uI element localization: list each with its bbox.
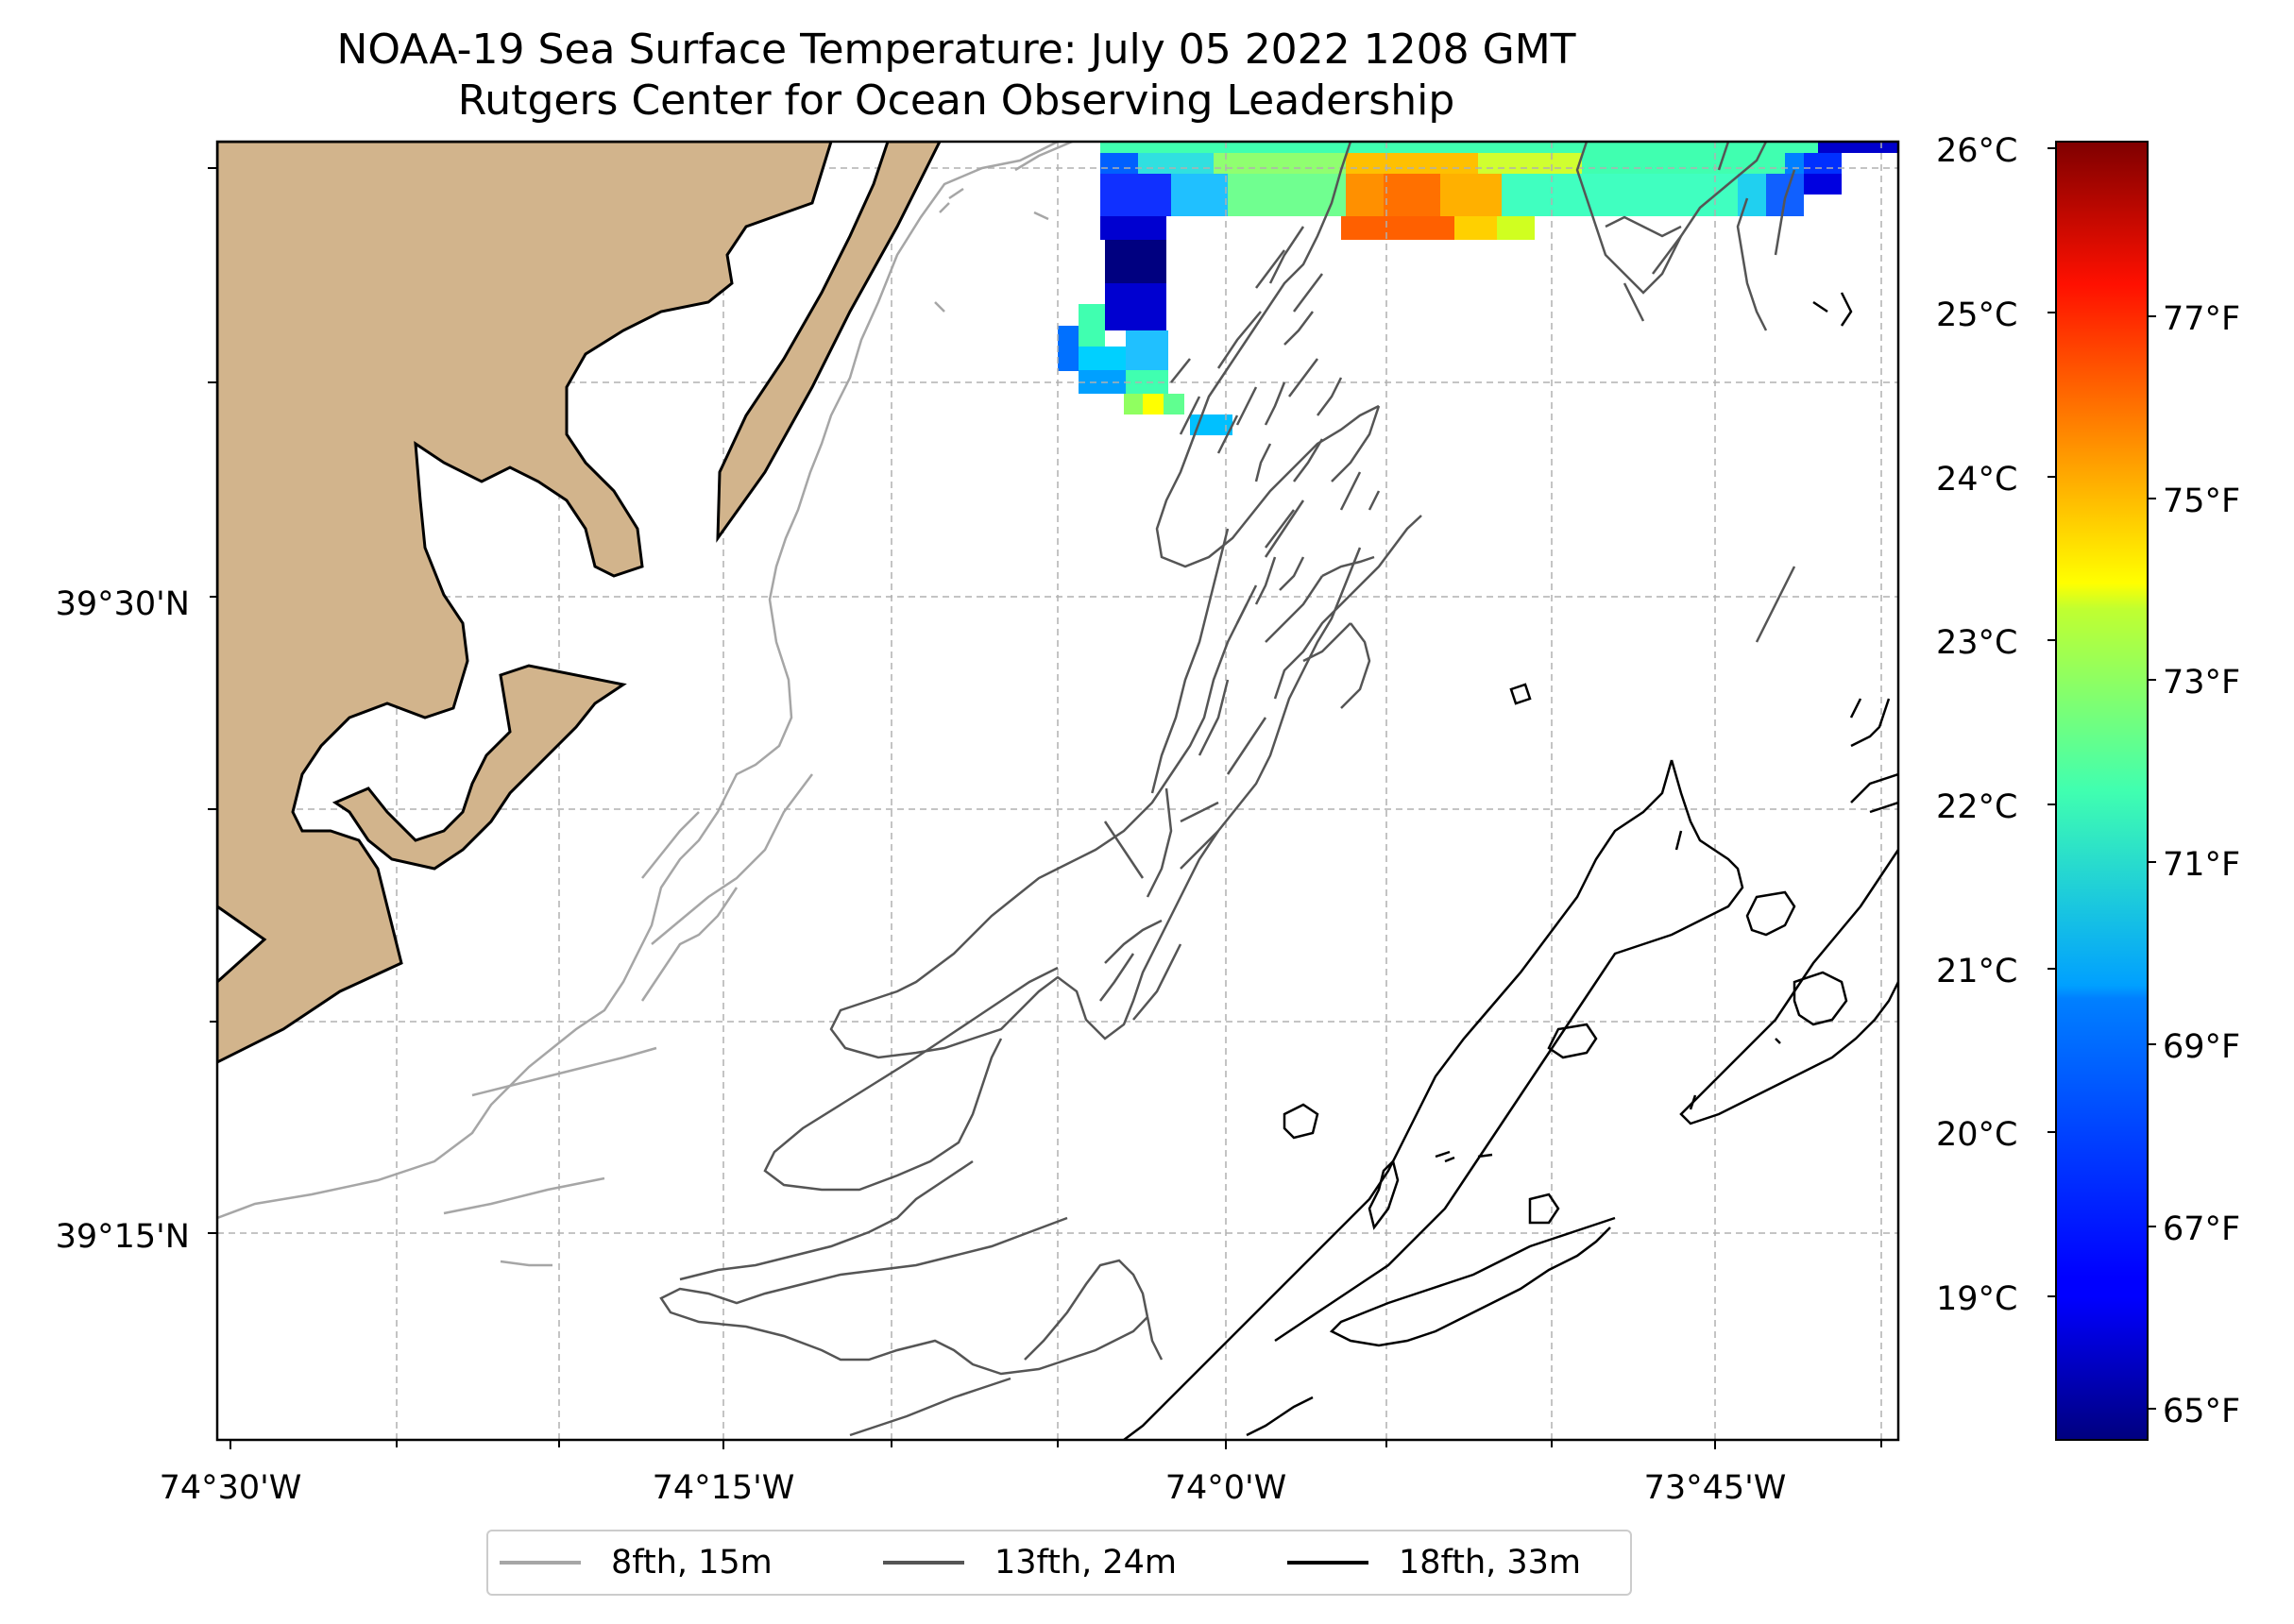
legend-swatch [500, 1561, 581, 1565]
gridlines [217, 142, 1898, 1440]
legend-item-13fth: 13fth, 24m [883, 1531, 1177, 1594]
y-tick-label: 39°30'N [55, 585, 190, 623]
colorbar-celsius-label: 24°C [1936, 461, 2018, 499]
colorbar-fahrenheit-label: 73°F [2163, 664, 2241, 702]
colorbar-celsius-label: 19°C [1936, 1280, 2018, 1318]
x-tick-label: 73°45'W [1643, 1469, 1787, 1507]
land-masses [217, 142, 942, 1064]
colorbar-celsius-label: 25°C [1936, 296, 2018, 334]
sst-pixels [1058, 142, 1898, 435]
contour-18fth [1123, 292, 1898, 1440]
chart-title: NOAA-19 Sea Surface Temperature: July 05… [336, 25, 1576, 74]
colorbar-celsius-label: 20°C [1936, 1116, 2018, 1154]
x-tick-label: 74°30'W [159, 1469, 302, 1507]
legend-swatch [883, 1561, 964, 1565]
colorbar-gradient [2055, 141, 2149, 1441]
colorbar-celsius-label: 22°C [1936, 788, 2018, 826]
colorbar-fahrenheit-label: 69°F [2163, 1028, 2241, 1066]
colorbar-celsius-label: 26°C [1936, 132, 2018, 170]
colorbar-celsius-label: 21°C [1936, 953, 2018, 990]
colorbar-celsius-label: 23°C [1936, 624, 2018, 662]
x-tick-label: 74°0'W [1164, 1469, 1287, 1507]
y-tick-label: 39°15'N [55, 1218, 190, 1256]
colorbar-fahrenheit-label: 77°F [2163, 300, 2241, 338]
colorbar [2048, 141, 2156, 1441]
legend-label: 18fth, 33m [1399, 1544, 1582, 1582]
chart-subtitle: Rutgers Center for Ocean Observing Leade… [457, 76, 1455, 125]
colorbar-fahrenheit-label: 67°F [2163, 1210, 2241, 1248]
legend-swatch [1287, 1561, 1368, 1565]
axis-ticks [208, 167, 1882, 1449]
contour-legend: 8fth, 15m 13fth, 24m 18fth, 33m [486, 1530, 1632, 1596]
legend-item-18fth: 18fth, 33m [1287, 1531, 1581, 1594]
colorbar-fahrenheit-label: 71°F [2163, 846, 2241, 884]
contour-8fth [217, 142, 1076, 1267]
colorbar-fahrenheit-label: 75°F [2163, 482, 2241, 520]
x-tick-label: 74°15'W [652, 1469, 795, 1507]
legend-label: 13fth, 24m [994, 1544, 1178, 1582]
legend-item-8fth: 8fth, 15m [500, 1531, 773, 1594]
colorbar-fahrenheit-label: 65°F [2163, 1393, 2241, 1430]
contour-13fth [659, 142, 1804, 1437]
legend-label: 8fth, 15m [611, 1544, 773, 1582]
